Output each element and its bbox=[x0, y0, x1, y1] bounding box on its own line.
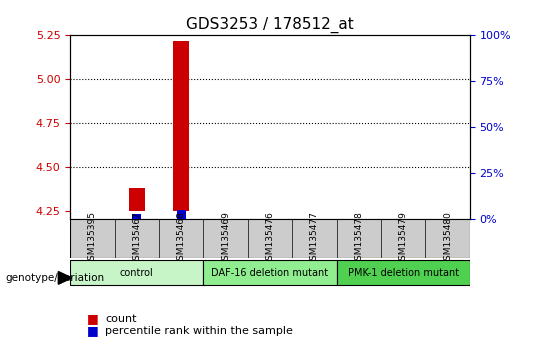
Bar bbox=[132, 214, 141, 219]
Text: GSM135467: GSM135467 bbox=[132, 211, 141, 267]
Text: GSM135469: GSM135469 bbox=[221, 211, 230, 267]
Bar bbox=[70, 260, 204, 285]
Bar bbox=[204, 260, 336, 285]
Bar bbox=[173, 41, 189, 211]
Bar bbox=[336, 260, 470, 285]
Text: count: count bbox=[105, 314, 137, 324]
Bar bbox=[177, 210, 186, 219]
Text: ■: ■ bbox=[86, 312, 98, 325]
Text: GSM135395: GSM135395 bbox=[88, 211, 97, 267]
Polygon shape bbox=[58, 272, 72, 284]
Text: ■: ■ bbox=[86, 325, 98, 337]
Title: GDS3253 / 178512_at: GDS3253 / 178512_at bbox=[186, 16, 354, 33]
Text: GSM135479: GSM135479 bbox=[399, 211, 408, 267]
Text: PMK-1 deletion mutant: PMK-1 deletion mutant bbox=[348, 268, 459, 278]
Text: control: control bbox=[120, 268, 154, 278]
Text: GSM135476: GSM135476 bbox=[266, 211, 274, 267]
Text: GSM135477: GSM135477 bbox=[310, 211, 319, 267]
Text: GSM135480: GSM135480 bbox=[443, 211, 452, 267]
Text: GSM135478: GSM135478 bbox=[354, 211, 363, 267]
Bar bbox=[129, 188, 145, 211]
Text: GSM135468: GSM135468 bbox=[177, 211, 186, 267]
Text: DAF-16 deletion mutant: DAF-16 deletion mutant bbox=[212, 268, 328, 278]
Text: percentile rank within the sample: percentile rank within the sample bbox=[105, 326, 293, 336]
Text: genotype/variation: genotype/variation bbox=[5, 273, 105, 283]
